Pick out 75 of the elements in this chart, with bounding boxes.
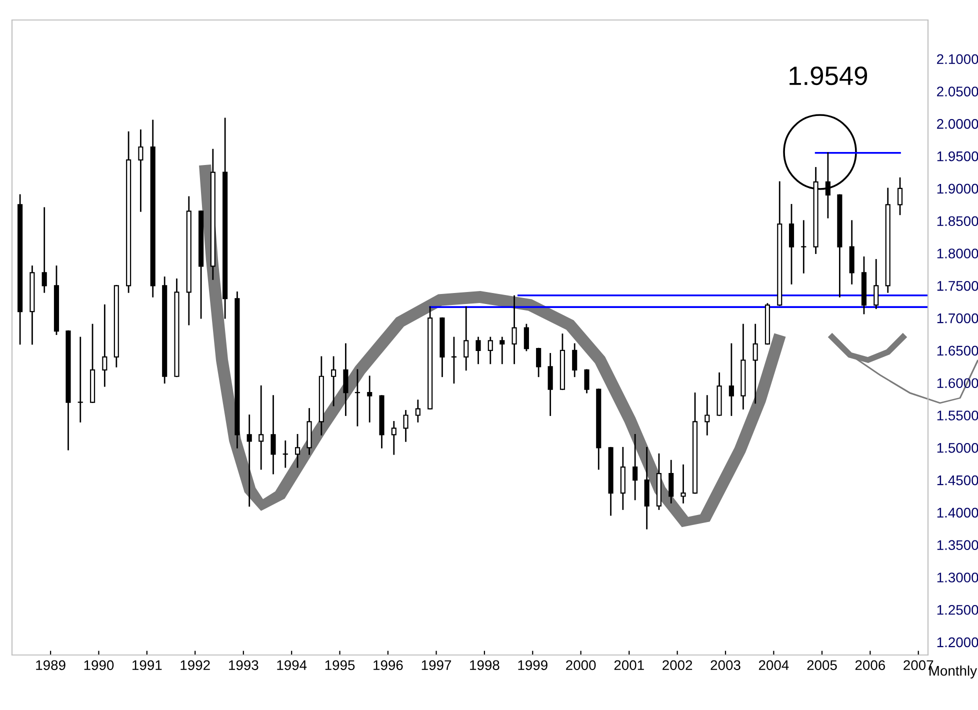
x-tick-label: 1998 — [470, 660, 500, 670]
x-tick-label: 1991 — [132, 660, 162, 670]
x-tick-label: 2006 — [855, 660, 886, 670]
candlestick — [331, 356, 336, 406]
y-tick-label: 1.9500 — [937, 151, 978, 162]
candlestick — [42, 207, 47, 293]
x-tick-label: 1989 — [36, 660, 66, 670]
y-tick-label: 1.2000 — [937, 637, 978, 648]
x-tick-label: 1992 — [180, 660, 210, 670]
x-tick-label: 1993 — [229, 660, 258, 670]
candlestick — [102, 304, 108, 387]
y-tick-label: 1.3500 — [937, 540, 978, 550]
y-tick-label: 1.6500 — [937, 346, 978, 356]
candlestick — [584, 369, 590, 394]
candlestick — [488, 336, 493, 364]
y-tick-label: 2.1000 — [937, 54, 978, 64]
y-tick-label: 1.6000 — [937, 378, 978, 388]
candlestick — [704, 395, 710, 436]
x-tick-label: 2000 — [566, 660, 596, 670]
x-tick-label: 1996 — [374, 660, 403, 670]
candlestick — [464, 306, 469, 371]
candlestick — [801, 220, 806, 274]
candlestick — [451, 336, 456, 384]
y-tick-label: 2.0500 — [937, 86, 978, 96]
candlestick — [536, 348, 542, 378]
candlestick — [512, 295, 517, 364]
x-tick-label: 1994 — [277, 660, 307, 670]
y-tick-label: 1.8500 — [937, 216, 978, 226]
candlestick — [403, 410, 408, 442]
y-tick-label: 1.7500 — [937, 280, 978, 291]
y-tick-label: 1.4500 — [937, 475, 978, 486]
y-tick-label: 2.0000 — [937, 119, 978, 129]
y-tick-label: 1.8000 — [937, 248, 978, 258]
y-tick-label: 1.5500 — [937, 410, 978, 420]
candlestick — [788, 204, 794, 284]
candlestick — [680, 464, 686, 504]
candlestick — [728, 343, 734, 416]
y-tick-label: 1.2500 — [937, 604, 978, 615]
candlestick — [258, 385, 264, 470]
candlestick — [367, 376, 372, 422]
x-tick-label: 1995 — [325, 660, 355, 670]
annotation: 1.9549 — [790, 66, 868, 86]
candlestick — [897, 177, 903, 216]
candlestick — [632, 434, 638, 500]
candlestick — [343, 343, 348, 416]
x-tick-label: 2003 — [710, 660, 740, 670]
candlestick — [391, 421, 396, 455]
y-tick-label: 1.3000 — [937, 572, 978, 582]
x-tick-label: 2001 — [614, 660, 644, 670]
candlestick — [282, 440, 288, 468]
y-tick-label: 1.5000 — [937, 442, 978, 453]
candlestick — [476, 336, 481, 364]
candlestick — [294, 434, 300, 468]
candlestick — [415, 400, 420, 422]
candlestick — [354, 369, 360, 426]
candlestick — [270, 395, 276, 474]
x-tick-label: 1990 — [84, 660, 114, 670]
x-tick-label: 1997 — [422, 660, 452, 670]
candlestick — [246, 414, 252, 507]
candlestick — [548, 353, 553, 416]
candlestick — [138, 129, 144, 212]
candlestick — [752, 324, 758, 404]
candlestick — [668, 460, 674, 504]
y-tick-label: 1.7000 — [937, 313, 978, 324]
x-tick-label: 2002 — [662, 660, 692, 670]
candlestick — [500, 336, 505, 364]
x-tick-label: 2005 — [807, 660, 837, 670]
x-tick-label: 2004 — [758, 660, 789, 670]
y-tick-label: 1.4000 — [937, 508, 978, 518]
x-tick-label: 1999 — [518, 660, 548, 670]
candlestick — [874, 259, 879, 310]
candlestick — [524, 324, 529, 352]
candlestick — [78, 336, 83, 422]
y-tick-label: 1.9000 — [937, 184, 978, 194]
candlestick — [572, 343, 578, 378]
